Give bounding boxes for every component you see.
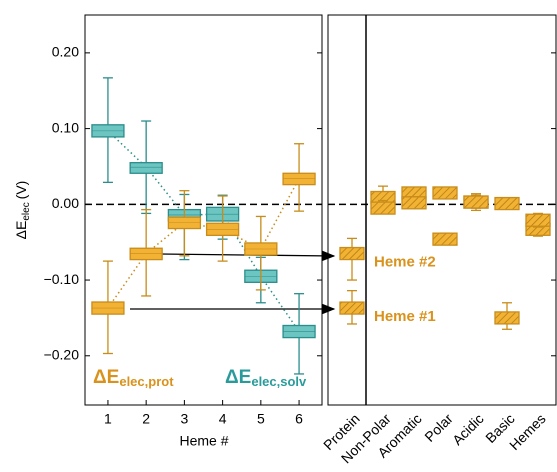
y-tick-label: 0.20 [52, 44, 79, 60]
box [525, 213, 551, 227]
box [401, 196, 427, 210]
box [167, 216, 202, 230]
series-label-sub: elec,prot [119, 374, 174, 389]
category-label: Acidic [449, 410, 487, 448]
box [370, 201, 396, 215]
box [339, 246, 365, 261]
box [463, 195, 489, 209]
y-tick-label: 0.10 [52, 119, 79, 135]
x-tick-label: 2 [142, 411, 150, 427]
x-tick-label: 1 [104, 411, 112, 427]
series-label: Heme #1 [374, 308, 436, 325]
right-panel [327, 14, 557, 406]
y-axis-label: ΔEelec(V) [13, 181, 32, 240]
y-tick-label: −0.10 [44, 271, 80, 287]
box [129, 247, 163, 261]
x-tick-label: 3 [180, 411, 188, 427]
box [494, 196, 520, 211]
box [129, 162, 163, 174]
left-panel [84, 14, 323, 406]
x-axis-label: Heme # [179, 433, 228, 449]
series-label: Heme #2 [374, 254, 436, 271]
series-label: ΔEelec,prot [93, 367, 174, 389]
box [282, 172, 316, 186]
x-tick-label: 4 [219, 411, 227, 427]
series-label-sub: elec,solv [251, 374, 307, 389]
series-label-main: ΔE [93, 367, 119, 388]
series-label: ΔEelec,solv [225, 367, 307, 389]
series-label-main: ΔE [225, 367, 251, 388]
x-tick-label: 5 [257, 411, 265, 427]
trend-line [107, 130, 300, 332]
trend-line [107, 178, 300, 309]
box [432, 232, 458, 246]
box [339, 301, 365, 315]
x-tick-label: 6 [295, 411, 303, 427]
box [432, 186, 458, 200]
y-tick-label: −0.20 [44, 346, 80, 362]
y-tick-label: 0.00 [52, 195, 79, 211]
box [494, 311, 520, 325]
